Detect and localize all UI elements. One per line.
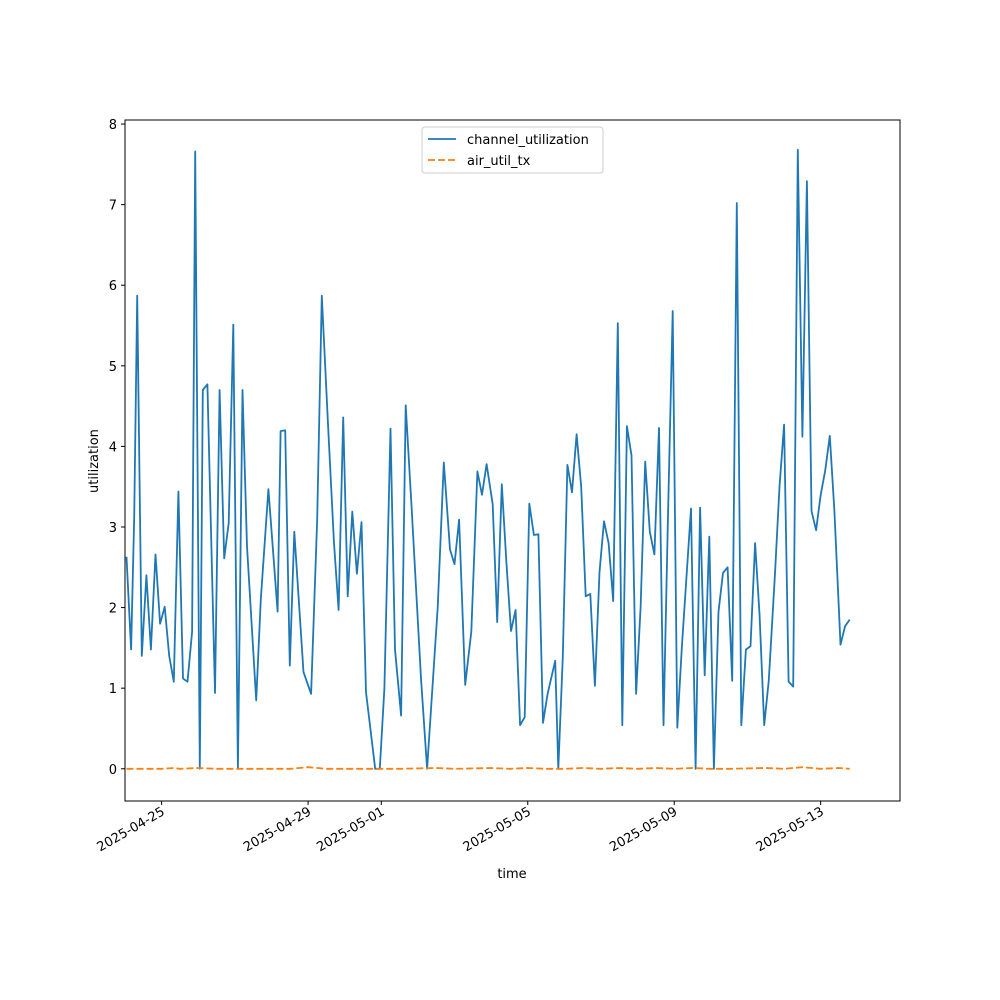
y-axis: 0 1 2 3 4 5 6 7 8 xyxy=(109,118,125,778)
legend-label-air-util-tx: air_util_tx xyxy=(467,154,531,169)
y-tick-label: 4 xyxy=(109,440,117,455)
y-tick-label: 0 xyxy=(109,763,117,778)
y-tick-label: 5 xyxy=(109,360,117,375)
legend-box xyxy=(421,126,604,174)
axes-frame xyxy=(124,119,901,802)
y-tick-label: 1 xyxy=(109,682,117,697)
plot-area xyxy=(125,148,851,770)
y-tick-label: 3 xyxy=(109,521,117,536)
y-tick-label: 7 xyxy=(109,199,117,214)
y-axis-label: utilization xyxy=(87,429,102,493)
x-axis-label: time xyxy=(497,867,526,882)
legend: channel_utilization air_util_tx xyxy=(421,126,604,174)
y-tick-label: 8 xyxy=(109,118,117,133)
legend-label-channel-utilization: channel_utilization xyxy=(467,133,589,148)
y-tick-label: 6 xyxy=(109,279,117,294)
series-line-channel-utilization xyxy=(125,148,851,770)
series-line-air-util-tx xyxy=(126,766,850,770)
y-tick-label: 2 xyxy=(109,602,117,617)
